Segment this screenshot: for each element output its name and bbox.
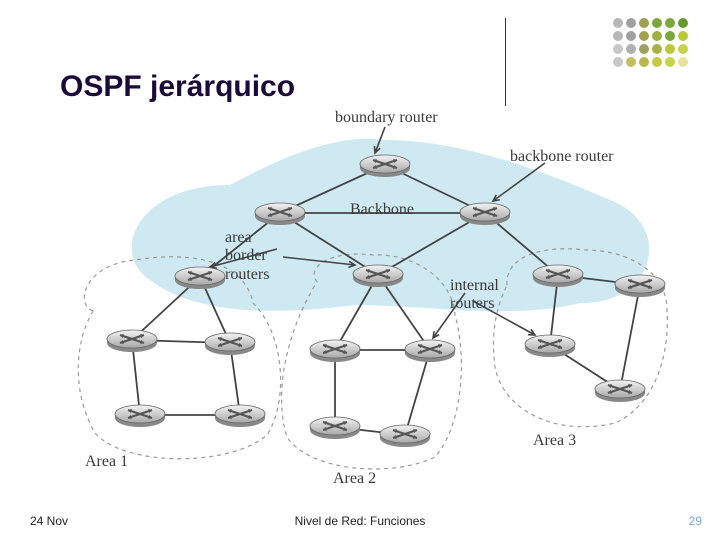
label-backbone_router: backbone router <box>510 148 614 166</box>
slide-title: OSPF jerárquico <box>60 70 295 104</box>
corner-dot <box>639 57 649 67</box>
router-icon <box>115 405 165 427</box>
label-backbone: Backbone <box>350 201 414 219</box>
ospf-diagram: boundary router backbone router Backbone ar… <box>55 105 670 490</box>
corner-dot <box>665 57 675 67</box>
corner-dot <box>665 31 675 41</box>
corner-dot <box>626 18 636 28</box>
corner-dot <box>626 31 636 41</box>
corner-dot <box>626 57 636 67</box>
corner-dot <box>626 44 636 54</box>
router-icon <box>215 405 265 427</box>
label-boundary: boundary router <box>335 109 438 127</box>
corner-dot <box>678 31 688 41</box>
router-icon <box>405 340 455 362</box>
footer: 24 Nov Nivel de Red: Funciones 29 <box>0 514 720 528</box>
router-icon <box>205 333 255 355</box>
router-icon <box>310 417 360 439</box>
page-number: 29 <box>689 514 702 528</box>
corner-dot <box>678 18 688 28</box>
router-icon <box>310 340 360 362</box>
router-icon <box>175 267 225 289</box>
label-area_border: areaborderrouters <box>225 229 269 284</box>
corner-dot <box>652 18 662 28</box>
corner-dot <box>665 44 675 54</box>
corner-dot <box>678 44 688 54</box>
router-icon <box>525 335 575 357</box>
corner-dot <box>613 44 623 54</box>
corner-dot <box>639 44 649 54</box>
corner-dot <box>639 31 649 41</box>
router-icon <box>533 265 583 287</box>
router-icon <box>595 380 645 402</box>
router-icon <box>107 330 157 352</box>
router-icon <box>460 203 510 225</box>
corner-dot <box>639 18 649 28</box>
decorative-vline <box>505 18 506 106</box>
corner-dot-grid <box>613 18 688 67</box>
footer-center: Nivel de Red: Funciones <box>295 514 426 528</box>
corner-dot <box>613 18 623 28</box>
label-internal: internalrouters <box>450 277 499 314</box>
corner-dot <box>652 31 662 41</box>
router-icon <box>353 265 403 287</box>
corner-dot <box>613 57 623 67</box>
footer-date: 24 Nov <box>30 514 68 528</box>
corner-dot <box>665 18 675 28</box>
label-area2: Area 2 <box>333 470 376 488</box>
router-icon <box>255 203 305 225</box>
label-area3: Area 3 <box>533 432 576 450</box>
corner-dot <box>678 57 688 67</box>
corner-dot <box>613 31 623 41</box>
corner-dot <box>652 57 662 67</box>
router-icon <box>360 155 410 177</box>
router-icon <box>615 275 665 297</box>
router-icon <box>380 425 430 447</box>
corner-dot <box>652 44 662 54</box>
label-area1: Area 1 <box>85 453 128 471</box>
